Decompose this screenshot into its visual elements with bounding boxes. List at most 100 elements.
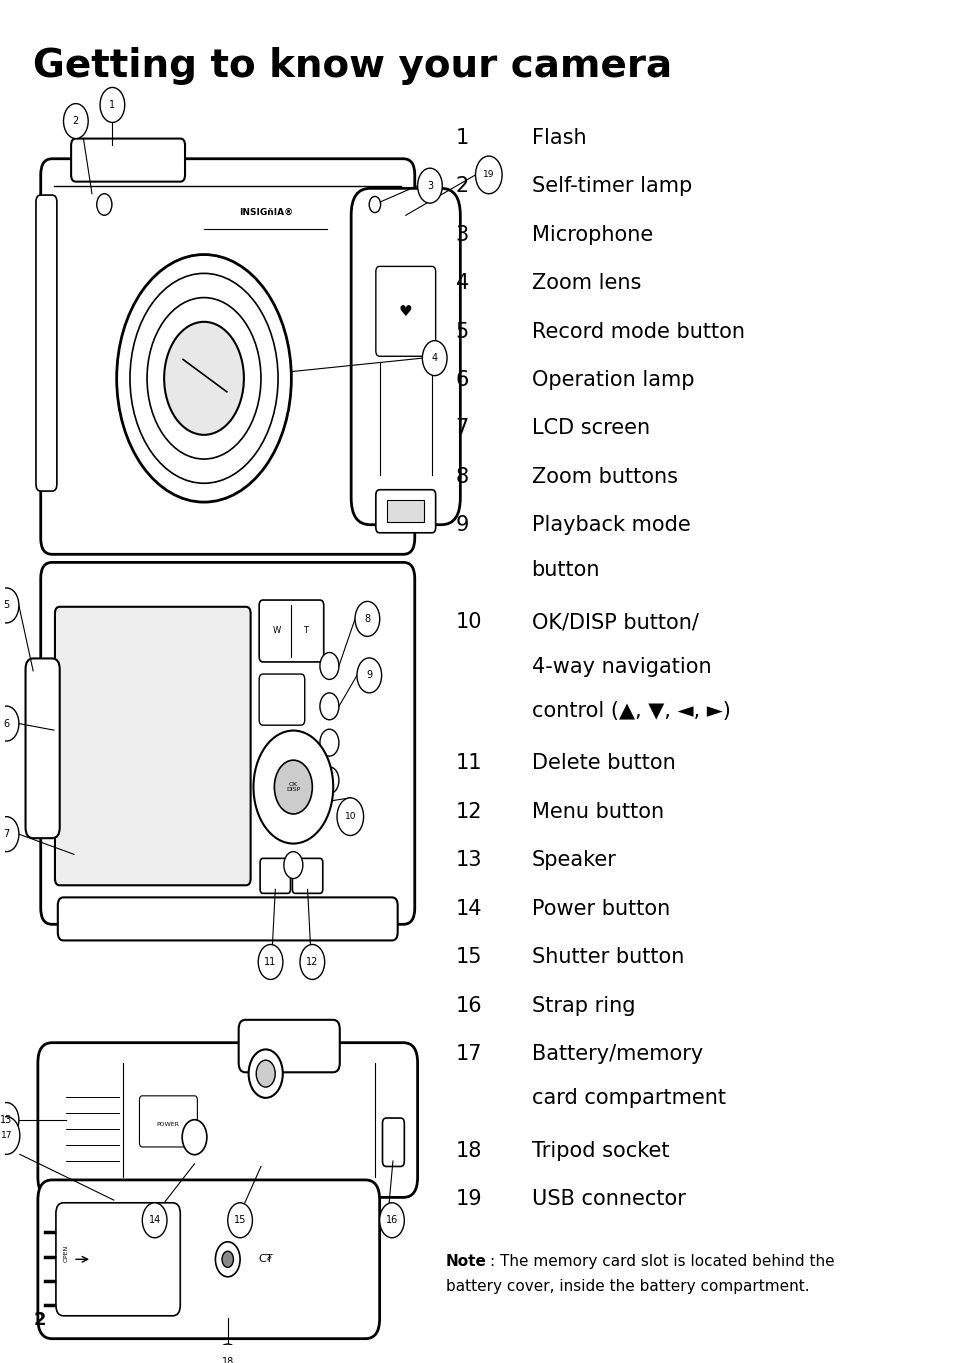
Circle shape [249,1050,282,1097]
Text: 2: 2 [456,176,468,196]
Text: Power button: Power button [531,898,669,919]
Circle shape [100,87,125,123]
Circle shape [256,1060,274,1088]
Circle shape [116,255,291,502]
Text: 2: 2 [72,116,79,127]
Text: 3: 3 [456,225,468,245]
Circle shape [356,658,381,692]
Text: LCD screen: LCD screen [531,418,649,439]
Text: 15: 15 [456,947,481,968]
Text: 5: 5 [456,322,468,342]
Bar [387,500,424,522]
Text: USB connector: USB connector [531,1190,684,1209]
Circle shape [422,341,447,376]
Text: 14: 14 [149,1216,161,1225]
Text: 9: 9 [456,515,469,536]
FancyBboxPatch shape [71,139,185,181]
FancyBboxPatch shape [259,600,323,662]
Text: INSIGňIA®: INSIGňIA® [238,209,293,217]
Circle shape [222,1251,233,1268]
Circle shape [299,945,324,980]
Text: 7: 7 [456,418,468,439]
Text: OK/DISP button/: OK/DISP button/ [531,612,698,632]
Circle shape [417,168,442,203]
Text: Menu button: Menu button [531,801,663,822]
FancyBboxPatch shape [38,1180,379,1338]
Text: 12: 12 [306,957,318,966]
Text: 4: 4 [431,353,437,363]
Text: Zoom lens: Zoom lens [531,273,640,293]
Circle shape [215,1242,240,1277]
Circle shape [336,797,363,836]
Text: 17: 17 [1,1131,12,1139]
Text: 11: 11 [264,957,276,966]
Text: 19: 19 [456,1190,481,1209]
Circle shape [369,196,380,213]
Circle shape [64,104,88,139]
Circle shape [142,1202,167,1238]
Circle shape [0,1116,20,1154]
Circle shape [164,322,244,435]
Text: 4-way navigation: 4-way navigation [531,657,710,676]
Circle shape [130,274,277,484]
FancyBboxPatch shape [36,195,57,491]
FancyBboxPatch shape [260,859,291,893]
Circle shape [96,194,112,215]
Text: C₮: C₮ [258,1254,273,1265]
Circle shape [228,1202,253,1238]
Text: 13: 13 [0,1115,12,1124]
FancyBboxPatch shape [38,1043,417,1198]
Circle shape [253,731,333,844]
FancyBboxPatch shape [351,188,460,525]
FancyBboxPatch shape [26,658,60,838]
Text: card compartment: card compartment [531,1089,725,1108]
FancyBboxPatch shape [375,489,436,533]
Text: 9: 9 [366,671,372,680]
Text: Speaker: Speaker [531,851,616,871]
Text: 8: 8 [364,613,370,624]
Text: button: button [531,560,599,579]
Text: 10: 10 [344,812,355,821]
Text: 1: 1 [456,128,468,147]
Text: 3: 3 [426,181,433,191]
Circle shape [379,1202,404,1238]
Circle shape [215,1344,240,1363]
Text: 8: 8 [456,468,468,487]
Circle shape [258,945,283,980]
Circle shape [319,692,338,720]
Text: T: T [303,627,308,635]
Circle shape [0,1103,19,1138]
Text: : The memory card slot is located behind the: : The memory card slot is located behind… [489,1254,834,1269]
Text: Strap ring: Strap ring [531,995,635,1015]
FancyBboxPatch shape [259,675,304,725]
Text: Note: Note [446,1254,486,1269]
Text: 2: 2 [33,1311,46,1329]
Text: 18: 18 [456,1141,481,1161]
Text: 5: 5 [4,601,10,611]
Text: Getting to know your camera: Getting to know your camera [33,48,672,85]
Text: 16: 16 [385,1216,397,1225]
Text: Self-timer lamp: Self-timer lamp [531,176,691,196]
Text: 10: 10 [456,612,481,632]
Circle shape [355,601,379,637]
Text: Playback mode: Playback mode [531,515,690,536]
FancyBboxPatch shape [56,1202,180,1315]
Text: OPEN: OPEN [64,1244,69,1262]
FancyBboxPatch shape [375,266,436,356]
Text: OK
DISP: OK DISP [286,781,300,792]
Text: 11: 11 [456,754,481,773]
FancyBboxPatch shape [394,215,432,491]
FancyBboxPatch shape [41,563,415,924]
Text: Tripod socket: Tripod socket [531,1141,668,1161]
Text: Zoom buttons: Zoom buttons [531,468,677,487]
FancyBboxPatch shape [238,1020,339,1073]
Text: Record mode button: Record mode button [531,322,743,342]
Text: 14: 14 [456,898,481,919]
Text: 15: 15 [233,1216,246,1225]
Circle shape [284,852,302,879]
Text: 18: 18 [221,1356,233,1363]
Circle shape [0,706,19,741]
Text: Microphone: Microphone [531,225,652,245]
Circle shape [319,653,338,679]
Text: 17: 17 [456,1044,481,1065]
